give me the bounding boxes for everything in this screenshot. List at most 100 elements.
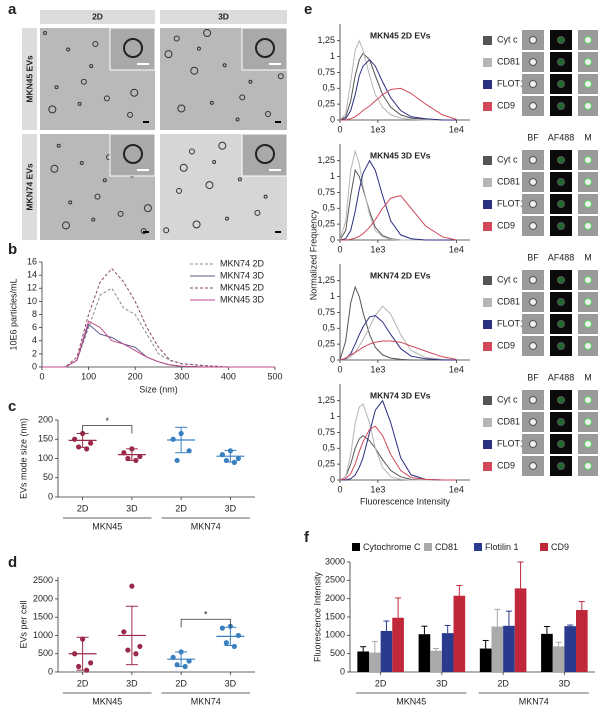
vesicle [237, 177, 242, 182]
y-tick-label: 8 [32, 309, 37, 319]
column-label: 2D [92, 11, 103, 21]
y-tick-label: 0,25 [317, 339, 335, 349]
y-tick-label: 1000 [33, 630, 53, 640]
y-tick-label: 4 [32, 335, 37, 345]
bar [479, 648, 492, 672]
data-point [72, 436, 78, 442]
legend-swatch [483, 80, 492, 89]
legend-label: FLOT1 [497, 438, 525, 448]
legend-label: Cyt c [497, 394, 518, 404]
x-tick-label: 3D [225, 678, 237, 688]
cell [529, 418, 537, 426]
y-tick-label: 2000 [33, 593, 53, 603]
y-tick-label: 2500 [33, 575, 53, 585]
cell [557, 342, 565, 350]
x-tick-label: 100 [81, 371, 96, 381]
data-point [231, 643, 237, 650]
data-point [121, 450, 127, 456]
vesicle [164, 50, 173, 59]
series-line [339, 149, 457, 241]
cell [529, 462, 537, 470]
cell [584, 418, 592, 426]
group-label: MKN45 [396, 696, 426, 706]
cell [529, 36, 537, 44]
vesicle [66, 47, 71, 52]
chart-title: MKN74 3D EVs [370, 390, 431, 400]
y-tick-label: 10 [27, 296, 37, 306]
bar [552, 646, 565, 672]
data-point [182, 663, 188, 670]
legend-swatch [540, 543, 548, 551]
row-header [22, 134, 37, 240]
y-tick-label: 0,5 [322, 443, 335, 453]
vesicle [192, 220, 201, 229]
vesicle [127, 111, 134, 118]
legend-label: CD9 [497, 220, 515, 230]
data-point [235, 632, 241, 639]
vesicle [117, 210, 124, 217]
legend-label: CD81 [497, 296, 520, 306]
bar [392, 617, 404, 672]
row-header [22, 28, 37, 130]
cell [584, 36, 592, 44]
image-column-label: AF488 [548, 132, 575, 142]
series-line [339, 39, 457, 121]
y-tick-label: 1500 [325, 611, 345, 621]
cell [529, 80, 537, 88]
data-point [125, 455, 131, 462]
legend-label: CD81 [497, 176, 520, 186]
y-tick-label: 2 [32, 348, 37, 358]
cell [529, 440, 537, 448]
bar [380, 630, 393, 672]
data-point [76, 444, 82, 450]
cell [557, 156, 565, 164]
y-tick-label: 1,25 [317, 395, 335, 405]
vesicle [277, 73, 284, 80]
y-tick-label: 1 [330, 411, 335, 421]
x-tick-label: 400 [221, 371, 236, 381]
vesicle [94, 193, 101, 200]
vesicle [196, 46, 201, 51]
y-tick-label: 1000 [325, 630, 345, 640]
y-axis-label: 10E6 particles/mL [8, 278, 18, 350]
y-tick-label: 0,5 [322, 323, 335, 333]
y-tick-label: 0,25 [317, 99, 335, 109]
cell [557, 320, 565, 328]
legend-swatch [483, 320, 492, 329]
legend-swatch [483, 178, 492, 187]
data-point [170, 436, 176, 442]
data-point [84, 446, 90, 452]
cell [584, 58, 592, 66]
vesicle [89, 64, 94, 69]
cell [557, 200, 565, 208]
cell [557, 462, 565, 470]
x-tick-label: 1e4 [449, 244, 464, 254]
x-tick-label: 0 [337, 244, 342, 254]
column-label: 3D [218, 11, 229, 21]
legend-swatch [483, 418, 492, 427]
bar [503, 625, 515, 672]
vesicle [209, 100, 214, 105]
y-tick-label: 0,5 [322, 203, 335, 213]
data-point [170, 654, 176, 660]
cell [529, 200, 537, 208]
cell [584, 462, 592, 470]
x-tick-label: 2D [375, 678, 387, 688]
cell [529, 298, 537, 306]
vesicle [62, 221, 70, 230]
x-tick-label: 2D [77, 678, 89, 688]
cell [529, 320, 537, 328]
legend-label: FLOT1 [497, 318, 525, 328]
y-tick-label: 1,25 [317, 35, 335, 45]
x-tick-label: 1e4 [449, 484, 464, 494]
cell [557, 396, 565, 404]
data-point [84, 667, 90, 673]
data-point [121, 629, 127, 635]
data-point [227, 448, 233, 454]
vesicle [79, 161, 84, 165]
data-point [88, 660, 94, 666]
bar [357, 651, 369, 672]
chart-title: MKN45 3D EVs [370, 150, 431, 160]
inset-vesicle [255, 38, 275, 58]
